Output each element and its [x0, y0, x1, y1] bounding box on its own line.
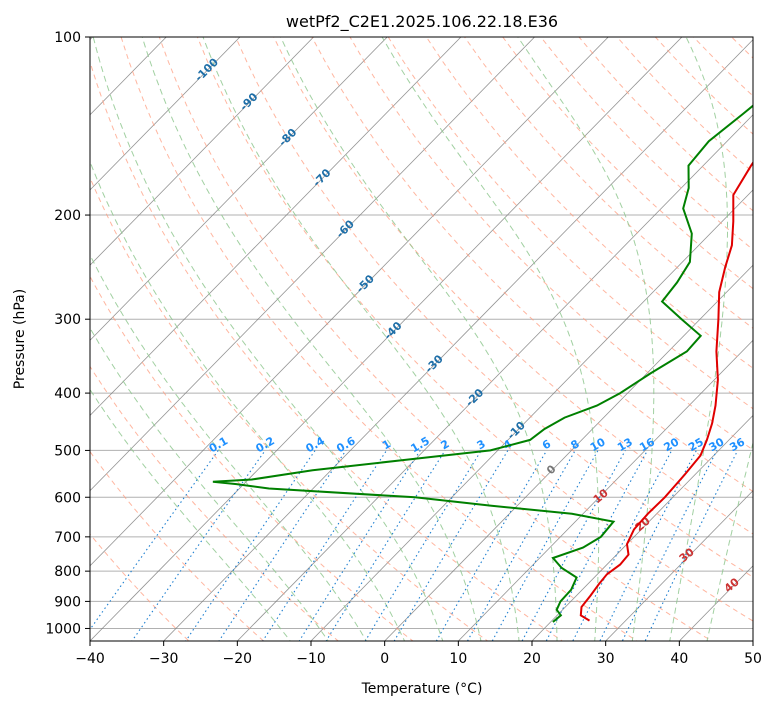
- mixing-ratio-line: [491, 450, 599, 641]
- moist-adiabat: [90, 388, 291, 641]
- isotherm-line: [310, 189, 753, 641]
- temperature-profile: [579, 161, 753, 622]
- dry-adiabat: [120, 37, 638, 641]
- isotherm-line: [384, 264, 753, 641]
- isotherm-line: [605, 490, 753, 641]
- dry-adiabat: [90, 365, 340, 641]
- y-tick-label: 900: [54, 594, 81, 610]
- y-tick-label: 600: [54, 490, 81, 506]
- isotherm-line: [90, 37, 388, 341]
- x-tick-label: 10: [449, 651, 467, 667]
- moist-adiabat: [92, 37, 444, 641]
- x-tick-label: 20: [523, 651, 541, 667]
- x-tick-label: 40: [670, 651, 688, 667]
- dewpoint-profile: [212, 104, 753, 623]
- moist-adiabat: [90, 327, 329, 641]
- x-tick-label: 0: [380, 651, 389, 667]
- moist-adiabat: [706, 440, 753, 641]
- dry-adiabat: [90, 275, 414, 641]
- mixing-ratio-line: [90, 450, 219, 631]
- dry-adiabat: [90, 450, 265, 641]
- y-axis-title: Pressure (hPa): [12, 289, 28, 389]
- y-tick-label: 200: [54, 208, 81, 224]
- isotherm-line: [90, 37, 536, 492]
- x-tick-label: −20: [223, 651, 253, 667]
- y-tick-label: 100: [54, 30, 81, 46]
- dry-adiabat: [311, 37, 753, 493]
- dry-adiabat: [273, 37, 753, 535]
- dry-adiabat: [158, 37, 713, 641]
- moist-adiabat: [90, 253, 367, 641]
- moist-adiabat: [669, 37, 728, 641]
- mixing-ratio-line: [521, 450, 626, 641]
- moist-adiabat: [381, 37, 600, 641]
- mixing-ratio-line: [644, 450, 739, 641]
- axes-layer: −40 −30 −20 −10 0 10 20 30 40 50 100 200 300 400 500 60…: [45, 30, 762, 667]
- mixing-ratio-line: [545, 450, 648, 641]
- dry-adiabat: [502, 37, 753, 290]
- moist-adiabat: [90, 160, 406, 641]
- mixing-ratio-line: [262, 450, 388, 641]
- x-tick-label: −30: [149, 651, 179, 667]
- isotherm-line: [90, 37, 241, 191]
- isotherm-line: [457, 339, 753, 641]
- moist-adiabat: [202, 37, 520, 641]
- x-tick-label: 30: [597, 651, 615, 667]
- dry-adiabat: [425, 37, 753, 369]
- plot-frame: [89, 36, 754, 642]
- x-tick-label: 50: [744, 651, 762, 667]
- dry-adiabat: [90, 60, 564, 641]
- x-tick-label: −40: [75, 651, 105, 667]
- dry-adiabat: [387, 37, 753, 410]
- y-tick-label: 700: [54, 530, 81, 546]
- y-tick-label: 500: [54, 443, 81, 459]
- mixing-ratio-line: [131, 450, 266, 641]
- mixing-ratio-line: [393, 450, 509, 641]
- chart-title: wetPf2_C2E1.2025.106.22.18.E36: [286, 12, 558, 32]
- x-axis-title: Temperature (°C): [361, 681, 483, 697]
- mixing-ratio-line: [599, 450, 697, 641]
- dry-adiabat: [90, 176, 489, 641]
- isotherm-line: [90, 37, 315, 266]
- y-tick-label: 400: [54, 386, 81, 402]
- isotherm-line: [236, 114, 753, 641]
- isotherm-line: [163, 39, 753, 641]
- dry-adiabat: [235, 37, 753, 578]
- moist-adiabat: [141, 37, 482, 641]
- isotherm-line: [90, 37, 683, 641]
- mixing-ratio-line: [364, 450, 482, 641]
- y-tick-label: 800: [54, 564, 81, 580]
- mixing-ratio-line: [621, 450, 718, 641]
- isotherm-line: [531, 414, 753, 641]
- mixing-ratio-line: [466, 450, 576, 641]
- mixing-ratio-line: [572, 450, 673, 641]
- isotherm-line: [90, 37, 609, 567]
- mixing-ratio-line: [435, 450, 548, 641]
- x-tick-label: −10: [296, 651, 326, 667]
- y-tick-label: 300: [54, 312, 81, 328]
- y-tick-label: 1000: [45, 621, 81, 637]
- isotherm-line: [90, 37, 462, 417]
